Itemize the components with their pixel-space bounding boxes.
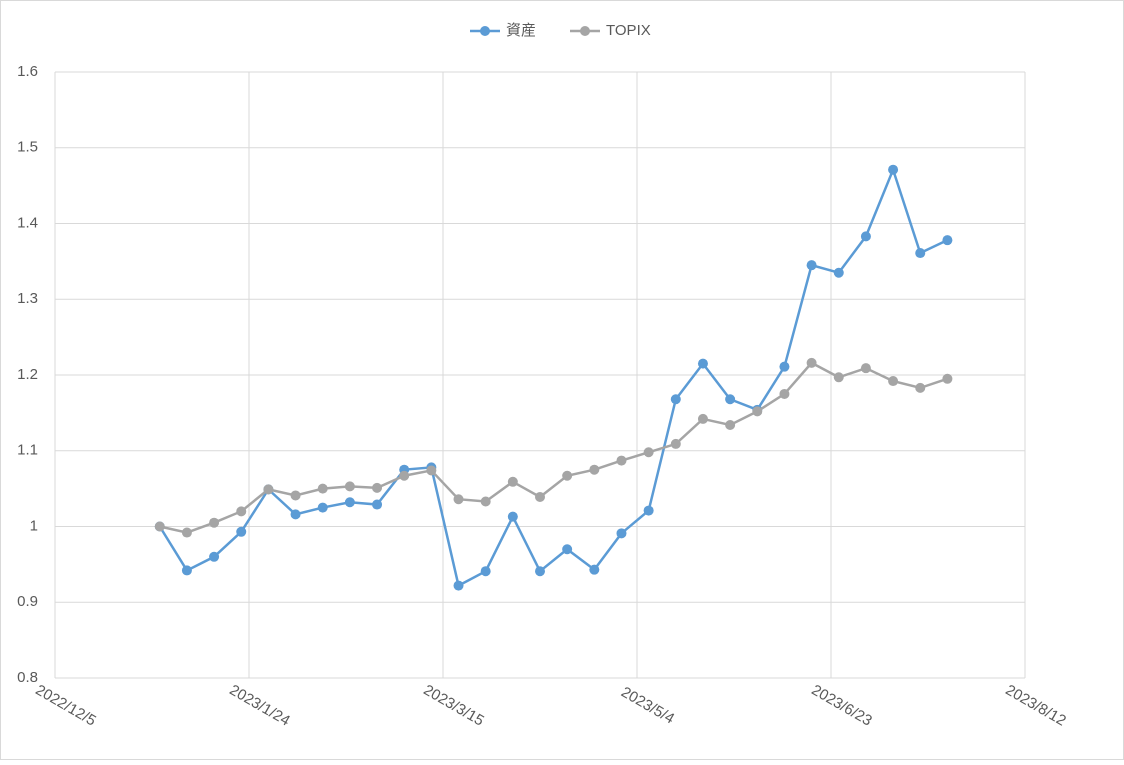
data-point (833, 267, 844, 278)
data-point (344, 497, 355, 508)
data-point (453, 580, 464, 591)
data-point (480, 566, 491, 577)
y-tick-label: 1.2 (17, 366, 38, 383)
data-point (779, 388, 790, 399)
data-point (209, 551, 220, 562)
data-point (725, 419, 736, 430)
data-point (507, 511, 518, 522)
data-point (589, 464, 600, 475)
legend-marker (580, 26, 590, 36)
data-point (290, 509, 301, 520)
data-point (181, 527, 192, 538)
data-point (942, 235, 953, 246)
data-point (372, 499, 383, 510)
data-point (399, 470, 410, 481)
data-point (535, 566, 545, 577)
data-point (562, 470, 573, 481)
y-tick-label: 0.8 (17, 669, 38, 686)
legend-label: 資産 (506, 22, 536, 39)
data-point (888, 376, 899, 387)
data-point (263, 484, 274, 495)
data-point (725, 394, 736, 405)
y-tick-label: 1 (30, 517, 38, 534)
data-point (752, 406, 763, 417)
legend-marker (480, 26, 490, 36)
data-point (616, 455, 627, 466)
data-point (209, 517, 220, 528)
data-point (154, 521, 165, 532)
data-point (779, 361, 790, 372)
data-point (915, 248, 926, 259)
y-tick-label: 1.1 (17, 442, 38, 459)
data-point (643, 447, 654, 458)
data-point (562, 544, 573, 555)
data-point (589, 564, 600, 575)
data-point (290, 490, 301, 501)
data-point (453, 494, 464, 505)
data-point (535, 491, 545, 502)
data-point (480, 496, 491, 507)
data-point (181, 565, 192, 576)
data-point (806, 357, 817, 368)
data-point (344, 481, 355, 492)
data-point (806, 260, 817, 271)
data-point (860, 363, 871, 374)
data-point (860, 231, 871, 242)
data-point (697, 413, 708, 424)
data-point (372, 482, 383, 493)
data-point (643, 505, 654, 516)
data-point (236, 506, 247, 517)
data-point (426, 465, 437, 476)
data-point (915, 382, 926, 393)
data-point (697, 358, 708, 369)
y-tick-label: 0.9 (17, 593, 38, 610)
data-point (236, 526, 247, 537)
y-tick-label: 1.3 (17, 290, 38, 307)
data-point (670, 394, 681, 405)
y-tick-label: 1.6 (17, 63, 38, 80)
data-point (942, 373, 953, 384)
y-tick-label: 1.4 (17, 214, 38, 231)
legend-label: TOPIX (606, 22, 651, 39)
data-point (507, 476, 518, 487)
data-point (317, 502, 328, 513)
y-tick-label: 1.5 (17, 139, 38, 156)
data-point (317, 483, 328, 494)
data-point (833, 372, 844, 383)
data-point (670, 438, 681, 449)
data-point (616, 528, 627, 539)
data-point (888, 164, 899, 175)
